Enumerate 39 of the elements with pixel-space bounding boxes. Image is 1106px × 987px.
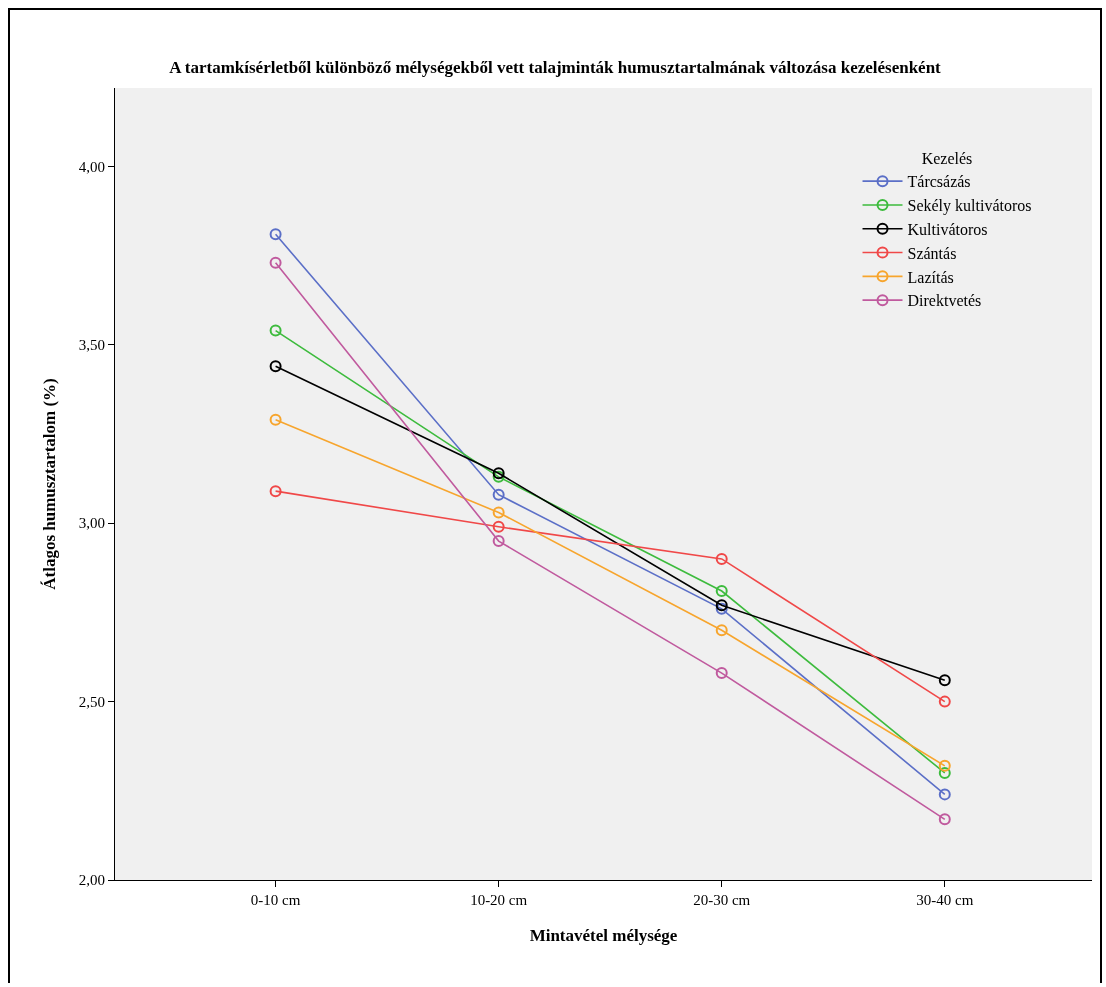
point <box>938 788 951 801</box>
legend-label: Direktvetés <box>907 292 982 310</box>
point <box>492 520 505 533</box>
legend-label: Tárcsázás <box>907 173 971 191</box>
point <box>715 667 728 680</box>
point <box>938 695 951 708</box>
x-tick-label: 20-30 cm <box>693 892 751 908</box>
x-tick-label: 10-20 cm <box>470 892 528 908</box>
legend-label: Lazítás <box>907 268 954 286</box>
point <box>492 535 505 548</box>
y-tick-label: 2,50 <box>78 693 105 710</box>
y-tick-label: 3,00 <box>78 515 105 532</box>
point <box>938 759 951 772</box>
point <box>492 506 505 519</box>
point <box>269 413 282 426</box>
point <box>269 360 282 373</box>
y-tick-label: 3,50 <box>78 337 105 354</box>
point <box>492 488 505 501</box>
y-tick-label: 2,00 <box>78 872 105 889</box>
point <box>938 766 951 779</box>
point <box>269 228 282 241</box>
x-tick-label: 30-40 cm <box>916 892 974 908</box>
point <box>715 585 728 598</box>
legend-title: Kezelés <box>921 150 973 168</box>
y-tick-label: 4,00 <box>78 158 105 175</box>
point <box>269 324 282 337</box>
y-axis-title: Átlagos humusztartalom (%) <box>40 378 60 590</box>
chart-title: A tartamkísérletből különböző mélységekből vett talajminták humusztartalmának változása kezelésenként <box>169 58 942 78</box>
point <box>269 256 282 269</box>
point <box>715 552 728 565</box>
point <box>938 813 951 826</box>
legend-label: Sekély kultivátoros <box>907 197 1032 216</box>
point <box>269 485 282 498</box>
x-tick-label: 0-10 cm <box>250 892 301 908</box>
point <box>938 674 951 687</box>
x-axis-title: Mintavétel mélysége <box>529 926 678 946</box>
legend-label: Kultivátoros <box>907 220 988 238</box>
legend-label: Szántás <box>907 244 957 262</box>
point <box>715 624 728 637</box>
